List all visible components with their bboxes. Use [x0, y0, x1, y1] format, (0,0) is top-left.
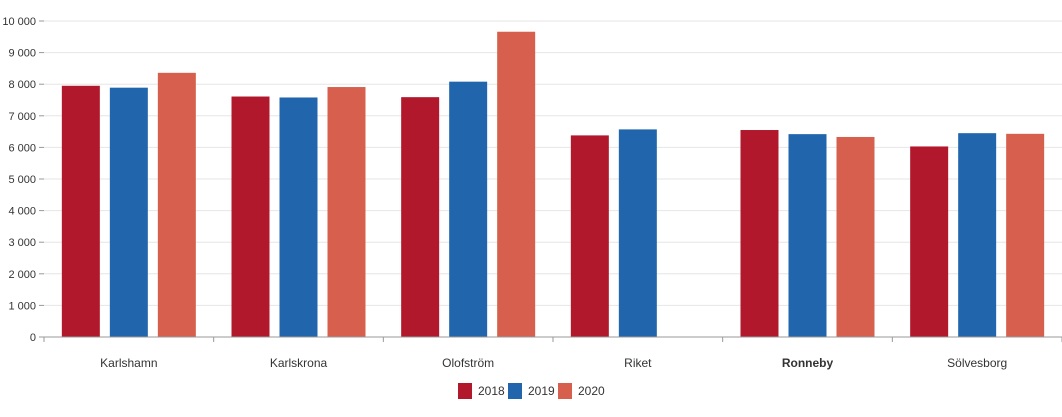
y-tick-label: 5 000 — [8, 174, 36, 186]
bar-2019-sölvesborg[interactable] — [958, 133, 997, 337]
bar-2018-olofström[interactable] — [401, 97, 440, 337]
bar-2019-riket[interactable] — [618, 129, 657, 337]
x-tick-label: Ronneby — [782, 356, 834, 370]
y-tick-label: 2 000 — [8, 269, 36, 281]
gridlines — [44, 20, 1062, 306]
x-tick-label: Riket — [624, 356, 652, 370]
bar-2018-karlshamn[interactable] — [61, 85, 100, 337]
bar-2020-karlshamn[interactable] — [157, 72, 196, 337]
bar-2018-sölvesborg[interactable] — [910, 146, 949, 337]
x-tick-label: Sölvesborg — [947, 356, 1007, 370]
y-tick-label: 3 000 — [8, 237, 36, 249]
y-tick-label: 8 000 — [8, 79, 36, 91]
bar-2019-olofström[interactable] — [449, 81, 488, 337]
bar-2020-ronneby[interactable] — [836, 136, 875, 337]
bar-2019-karlskrona[interactable] — [279, 97, 318, 337]
legend-label[interactable]: 2019 — [528, 384, 555, 398]
y-tick-label: 7 000 — [8, 111, 36, 123]
bar-2019-ronneby[interactable] — [788, 134, 827, 337]
y-axis: 0 1 000 2 000 3 000 4 000 5 000 6 000 7 000 8 00… — [2, 16, 44, 344]
legend-swatch-2019 — [508, 383, 522, 399]
y-tick-label: 10 000 — [2, 16, 36, 28]
bar-2018-karlskrona[interactable] — [231, 96, 270, 337]
y-tick-label: 0 — [30, 332, 36, 344]
x-tick-label: Karlskrona — [270, 356, 328, 370]
y-tick-label: 6 000 — [8, 142, 36, 154]
bar-2020-sölvesborg[interactable] — [1006, 133, 1045, 337]
y-tick-label: 9 000 — [8, 48, 36, 60]
bar-2020-karlskrona[interactable] — [327, 87, 366, 337]
bar-2018-ronneby[interactable] — [740, 130, 779, 337]
bars — [61, 31, 1045, 338]
legend: 2018 2019 2020 — [458, 383, 605, 399]
bar-2020-olofström[interactable] — [497, 31, 536, 338]
x-tick-label: Karlshamn — [100, 356, 157, 370]
y-tick-label: 1 000 — [8, 300, 36, 312]
x-tick-label: Olofström — [442, 356, 494, 370]
legend-swatch-2020 — [558, 383, 572, 399]
x-axis: Karlshamn Karlskrona Olofström Riket Ronneby… — [43, 336, 1062, 370]
bar-2019-karlshamn[interactable] — [109, 87, 148, 338]
y-tick-label: 4 000 — [8, 206, 36, 218]
legend-swatch-2018 — [458, 383, 472, 399]
legend-label[interactable]: 2018 — [478, 384, 505, 398]
bar-2018-riket[interactable] — [570, 135, 609, 337]
legend-label[interactable]: 2020 — [578, 384, 605, 398]
